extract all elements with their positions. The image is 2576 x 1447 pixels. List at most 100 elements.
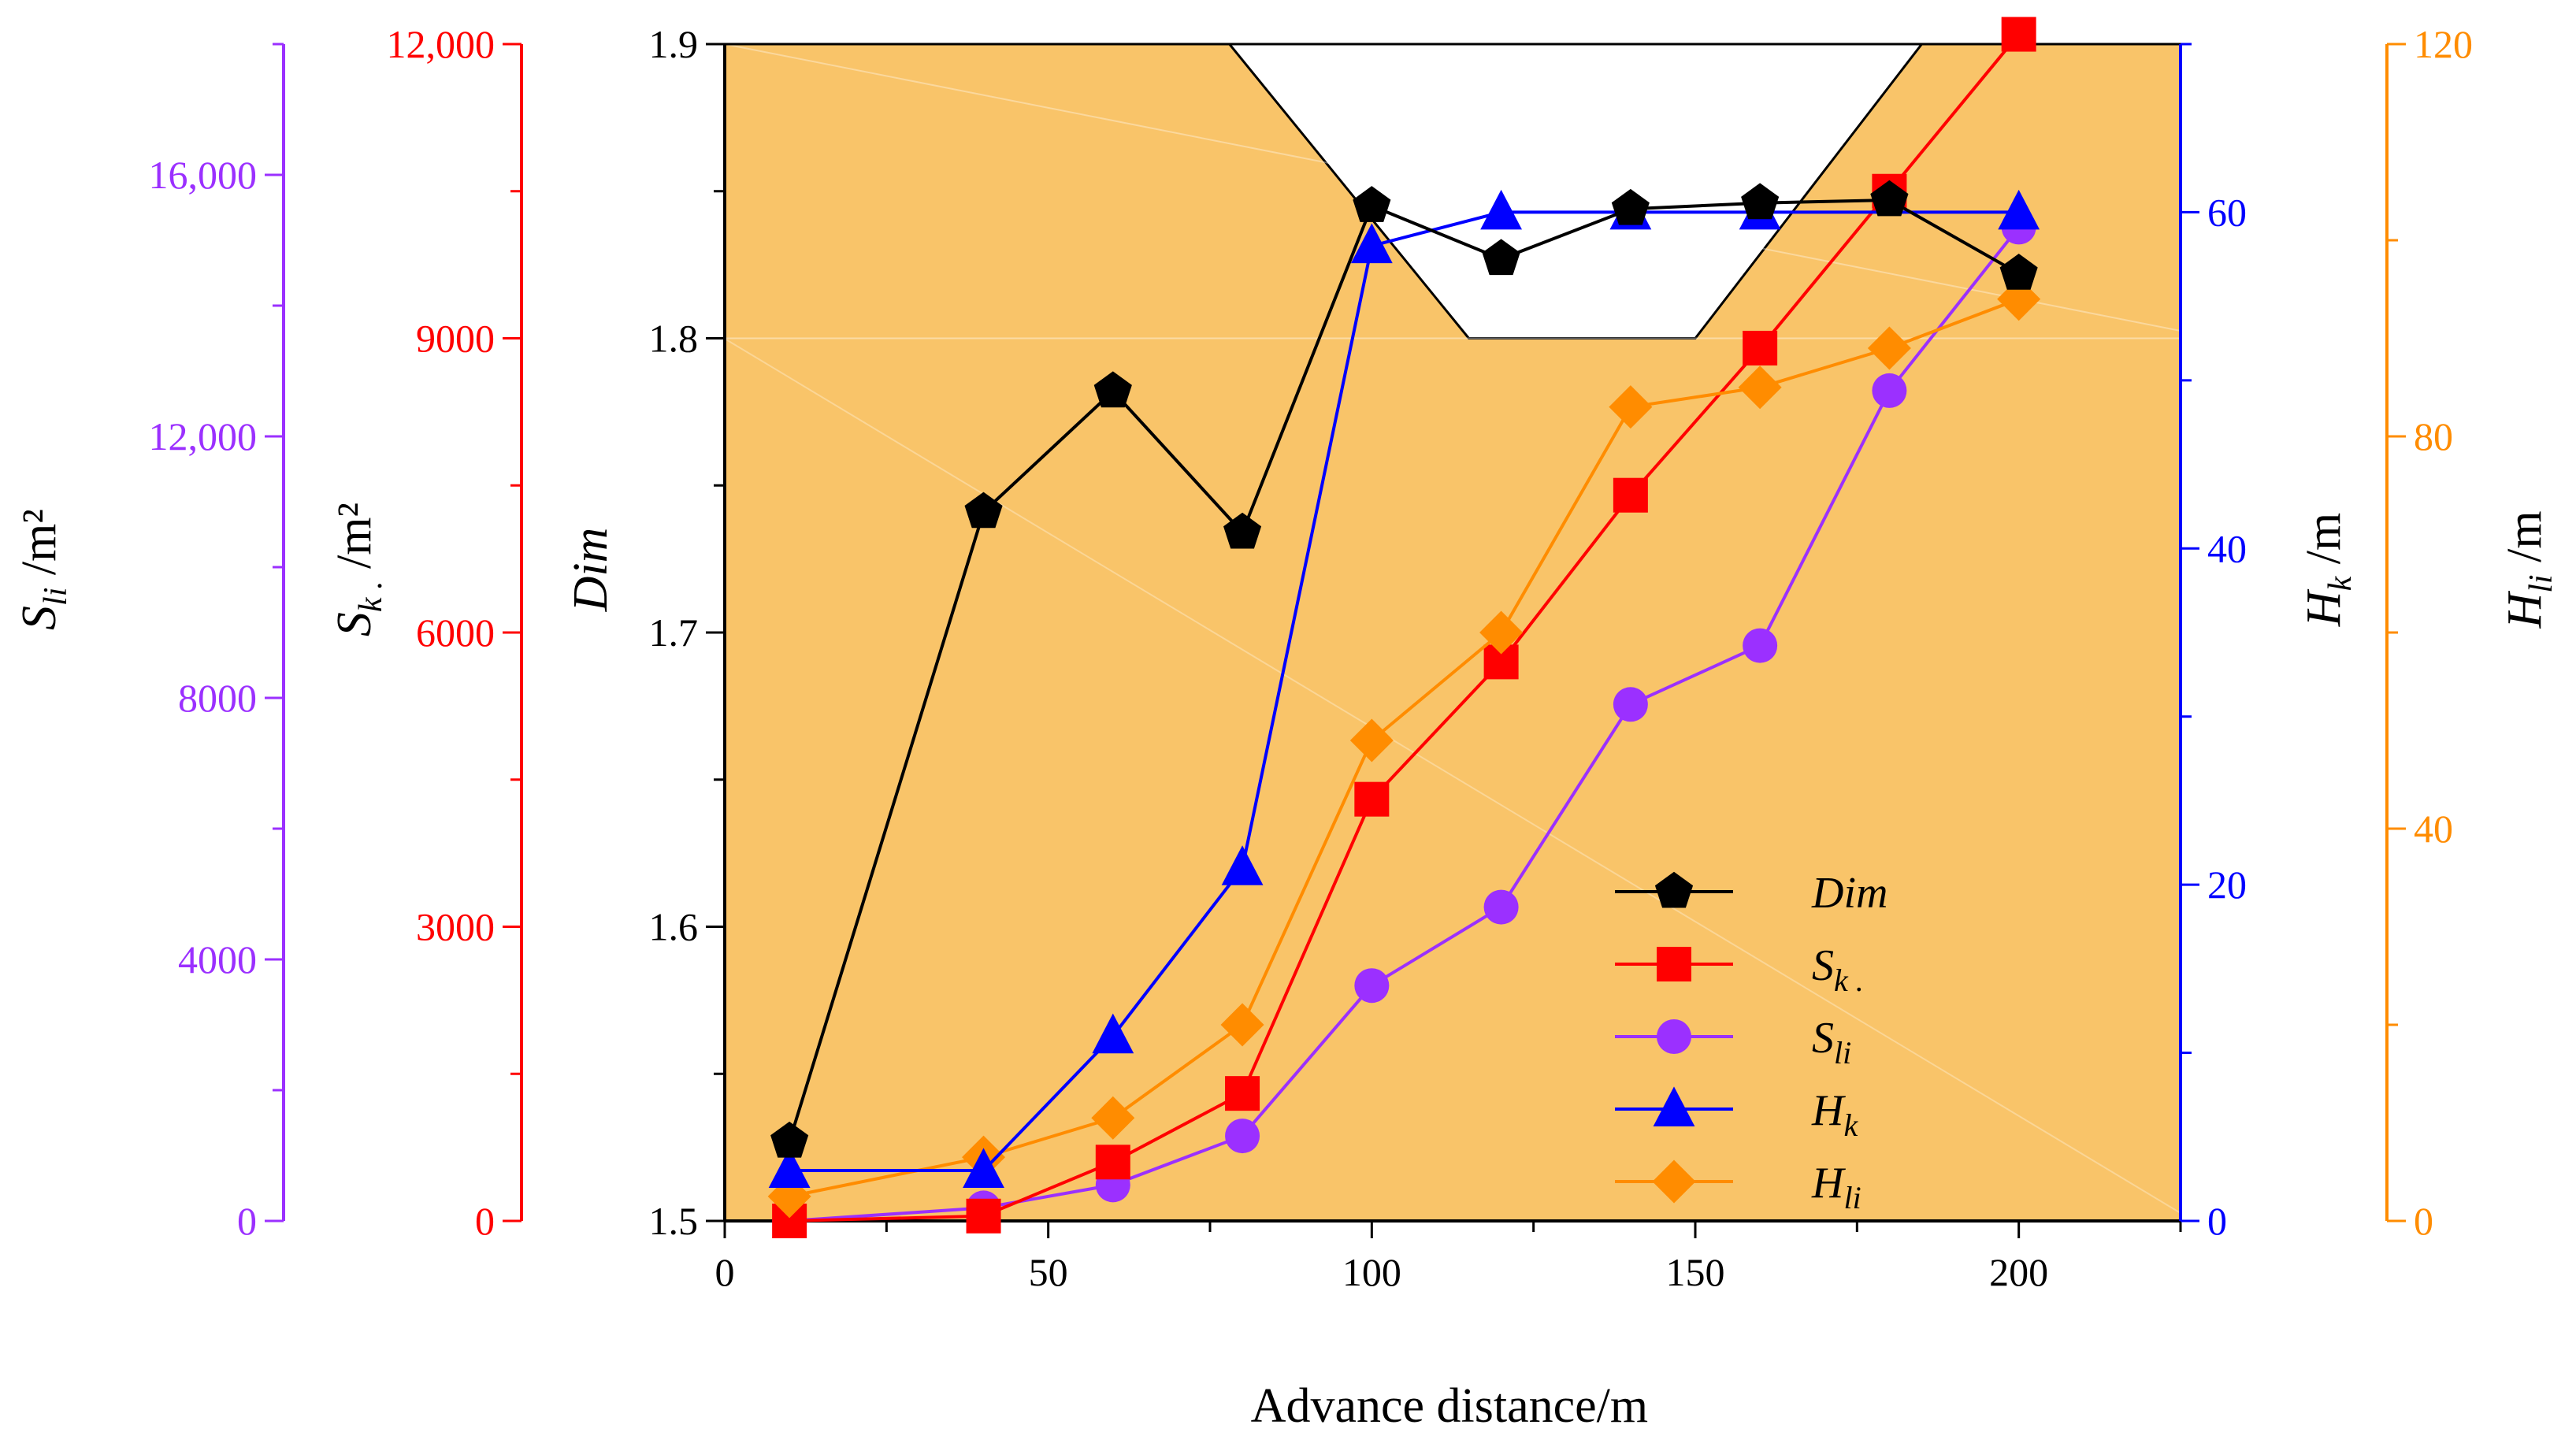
- sk-tick-label: 6000: [416, 610, 495, 655]
- data-point: [1223, 512, 1262, 549]
- series-line: [788, 198, 2020, 1142]
- series-dim: [770, 180, 2038, 1158]
- legend-marker: [1657, 947, 1691, 981]
- legend-marker: [1653, 1086, 1695, 1126]
- data-point: [1738, 365, 1782, 410]
- data-point: [963, 1148, 1004, 1188]
- data-point: [1872, 373, 1907, 408]
- sk-tick-label: 9000: [416, 317, 495, 361]
- sli-tick-label: 8000: [178, 676, 257, 720]
- data-point: [1093, 371, 1132, 408]
- data-point: [768, 1148, 811, 1188]
- sk-tick-label: 3000: [416, 905, 495, 949]
- hli-tick-label: 120: [2414, 22, 2473, 66]
- x-tick-label: 50: [1029, 1250, 1068, 1294]
- data-point: [1743, 330, 1778, 365]
- hk-tick-label: 60: [2207, 190, 2247, 234]
- sli-tick-label: 0: [237, 1199, 257, 1243]
- data-point: [1353, 186, 1391, 222]
- hk-tick-label: 40: [2207, 526, 2247, 570]
- x-tick-label: 200: [1989, 1250, 2048, 1294]
- data-point: [1479, 610, 1524, 655]
- hk-tick-label: 0: [2207, 1199, 2227, 1243]
- legend-label: Sli: [1812, 1014, 1851, 1070]
- legend: Dim Sk . Sli Hk Hli: [1615, 869, 1887, 1215]
- dim-axis-title: Dim: [564, 528, 618, 613]
- data-point: [1867, 326, 1911, 370]
- series-sli: [772, 210, 2036, 1238]
- x-tick-label: 150: [1666, 1250, 1725, 1294]
- sli-tick-label: 16,000: [149, 153, 258, 197]
- legend-label: Dim: [1811, 869, 1887, 918]
- series-line: [789, 226, 2021, 1223]
- legend-marker: [1657, 1019, 1691, 1054]
- hli-tick-label: 80: [2414, 414, 2453, 458]
- legend-item: Dim: [1615, 869, 1887, 918]
- data-series: [767, 17, 2041, 1238]
- sk-axis-title: Sk . /m²: [328, 503, 389, 636]
- dim-tick-label: 1.5: [649, 1199, 699, 1243]
- data-point: [770, 1121, 809, 1158]
- data-point: [1225, 1119, 1260, 1154]
- data-point: [1613, 687, 1648, 722]
- data-point: [1354, 968, 1390, 1004]
- data-point: [1870, 180, 1909, 217]
- data-point: [1480, 189, 1522, 230]
- series-hk: [768, 189, 2040, 1188]
- x-axis-title: Advance distance/m: [1251, 1379, 1648, 1433]
- data-point: [1225, 1076, 1260, 1111]
- data-point: [1482, 239, 1520, 276]
- data-point: [964, 492, 1003, 529]
- data-point: [1349, 718, 1394, 762]
- series-line: [789, 33, 2021, 1223]
- series-hli: [767, 277, 2041, 1219]
- hli-tick-label: 0: [2414, 1199, 2433, 1243]
- data-point: [966, 1198, 1001, 1234]
- data-point: [1092, 1013, 1134, 1054]
- data-point: [1354, 781, 1390, 817]
- data-point: [1091, 1096, 1135, 1140]
- data-point: [1220, 1003, 1264, 1047]
- legend-marker: [1652, 1159, 1696, 1204]
- dim-tick-label: 1.8: [649, 317, 699, 361]
- background-sheen: [724, 43, 2181, 332]
- x-tick-label: 100: [1342, 1250, 1401, 1294]
- x-tick-label: 0: [715, 1250, 735, 1294]
- series-sk: [772, 17, 2036, 1238]
- hk-tick-label: 20: [2207, 863, 2247, 907]
- legend-label: Sk .: [1812, 941, 1864, 998]
- data-point: [1613, 477, 1648, 513]
- data-point: [1999, 254, 2038, 290]
- plot-background: [724, 43, 2181, 1221]
- dim-tick-label: 1.7: [649, 610, 699, 655]
- legend-item: Sk .: [1615, 941, 1864, 998]
- data-point: [1095, 1145, 1130, 1180]
- hli-tick-label: 40: [2414, 807, 2453, 851]
- legend-label: Hk: [1811, 1086, 1858, 1143]
- legend-label: Hli: [1811, 1159, 1861, 1215]
- dim-tick-label: 1.6: [649, 905, 699, 949]
- legend-item: Hk: [1615, 1086, 1858, 1143]
- data-point: [2001, 17, 2036, 52]
- legend-item: Sli: [1615, 1014, 1851, 1070]
- hk-axis-title: Hk /m: [2297, 513, 2359, 627]
- sk-tick-label: 12,000: [387, 22, 496, 66]
- data-point: [1741, 183, 1780, 220]
- data-point: [1609, 385, 1653, 429]
- series-line: [789, 297, 2020, 1198]
- sli-tick-label: 4000: [178, 937, 257, 981]
- data-point: [1221, 845, 1264, 885]
- data-point: [1483, 889, 1519, 925]
- background-sheen: [724, 338, 2181, 1214]
- data-point: [1350, 223, 1393, 264]
- legend-item: Hli: [1615, 1159, 1861, 1215]
- data-point: [1611, 188, 1650, 225]
- sk-tick-label: 0: [475, 1199, 495, 1243]
- dim-tick-label: 1.9: [649, 22, 699, 66]
- hli-axis-title: Hli /m: [2498, 510, 2559, 629]
- sli-tick-label: 12,000: [149, 414, 258, 458]
- data-point: [1998, 189, 2040, 230]
- legend-marker: [1654, 871, 1694, 908]
